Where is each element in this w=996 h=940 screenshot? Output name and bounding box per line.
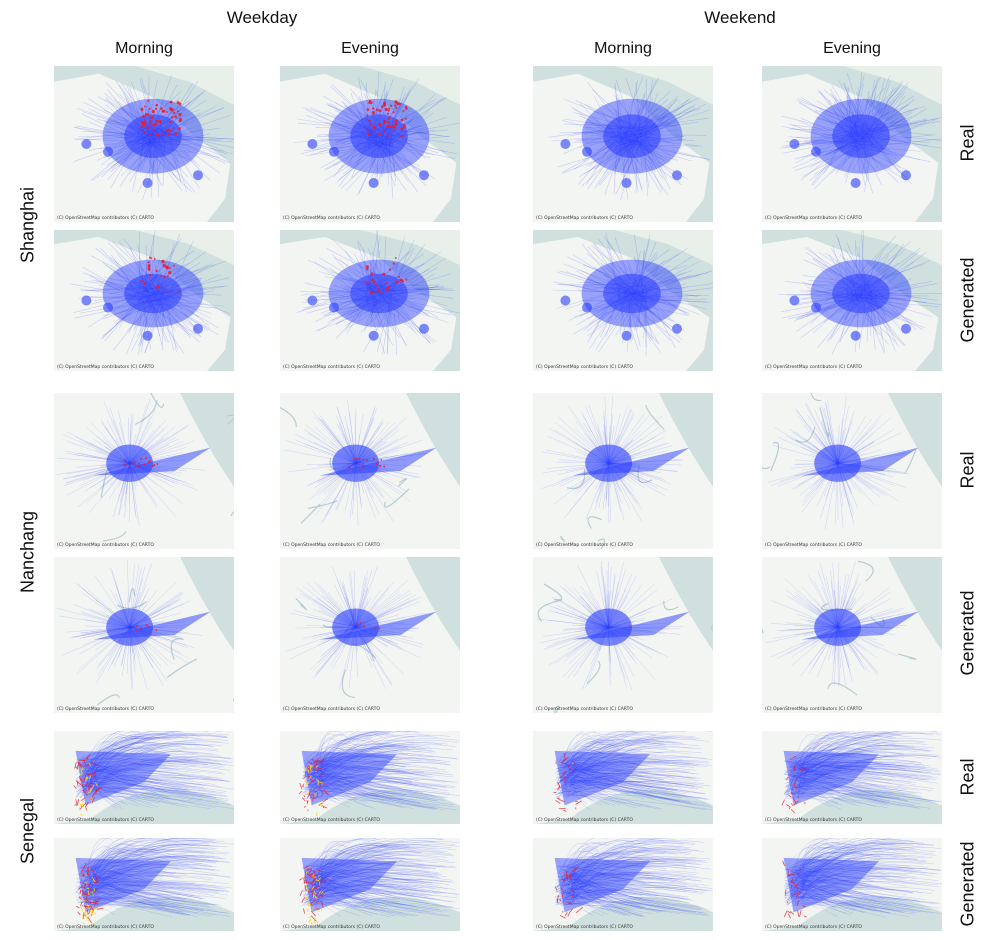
map-attribution: (C) OpenStreetMap contributors (C) CARTO <box>283 216 380 221</box>
row-type-label-shanghai-generated: Generated <box>957 257 978 343</box>
column-header-weekend-evening: Evening <box>823 40 881 57</box>
column-header-weekday-morning: Morning <box>115 40 173 57</box>
map-panel-shanghai-real-weekday-morning: (C) OpenStreetMap contributors (C) CARTO <box>54 66 234 222</box>
flow-map <box>762 838 942 931</box>
row-type-label-nanchang-generated: Generated <box>957 590 978 676</box>
map-attribution: (C) OpenStreetMap contributors (C) CARTO <box>536 365 633 370</box>
map-panel-nanchang-real-weekend-evening: (C) OpenStreetMap contributors (C) CARTO <box>762 393 942 549</box>
map-attribution: (C) OpenStreetMap contributors (C) CARTO <box>57 365 154 370</box>
map-panel-senegal-generated-weekend-morning: (C) OpenStreetMap contributors (C) CARTO <box>533 838 713 931</box>
row-label-nanchang: Nanchang <box>17 510 38 594</box>
flow-map <box>54 230 234 371</box>
map-panel-nanchang-generated-weekday-evening: (C) OpenStreetMap contributors (C) CARTO <box>280 557 460 713</box>
column-header-weekday-evening: Evening <box>341 40 399 57</box>
map-attribution: (C) OpenStreetMap contributors (C) CARTO <box>765 365 862 370</box>
flow-map <box>54 557 234 713</box>
map-panel-senegal-generated-weekday-evening: (C) OpenStreetMap contributors (C) CARTO <box>280 838 460 931</box>
group-header-weekday: Weekday <box>226 8 298 27</box>
row-type-label-senegal-real: Real <box>957 758 978 796</box>
map-panel-senegal-real-weekday-morning: (C) OpenStreetMap contributors (C) CARTO <box>54 731 234 824</box>
map-attribution: (C) OpenStreetMap contributors (C) CARTO <box>765 925 862 930</box>
map-panel-nanchang-generated-weekday-morning: (C) OpenStreetMap contributors (C) CARTO <box>54 557 234 713</box>
flow-map <box>533 66 713 222</box>
flow-map <box>762 557 942 713</box>
map-attribution: (C) OpenStreetMap contributors (C) CARTO <box>765 543 862 548</box>
flow-map <box>533 230 713 371</box>
flow-map <box>54 731 234 824</box>
map-panel-shanghai-real-weekday-evening: (C) OpenStreetMap contributors (C) CARTO <box>280 66 460 222</box>
map-attribution: (C) OpenStreetMap contributors (C) CARTO <box>283 818 380 823</box>
map-attribution: (C) OpenStreetMap contributors (C) CARTO <box>57 818 154 823</box>
map-panel-shanghai-generated-weekday-evening: (C) OpenStreetMap contributors (C) CARTO <box>280 230 460 371</box>
map-attribution: (C) OpenStreetMap contributors (C) CARTO <box>536 818 633 823</box>
flow-map <box>280 838 460 931</box>
row-label-shanghai: Shanghai <box>17 186 38 264</box>
flow-map <box>533 838 713 931</box>
map-attribution: (C) OpenStreetMap contributors (C) CARTO <box>57 925 154 930</box>
row-label-senegal: Senegal <box>17 797 38 865</box>
map-panel-shanghai-generated-weekday-morning: (C) OpenStreetMap contributors (C) CARTO <box>54 230 234 371</box>
map-panel-senegal-real-weekend-evening: (C) OpenStreetMap contributors (C) CARTO <box>762 731 942 824</box>
flow-map <box>533 393 713 549</box>
flow-map <box>762 393 942 549</box>
flow-map <box>54 393 234 549</box>
flow-map <box>533 731 713 824</box>
flow-map <box>280 66 460 222</box>
map-attribution: (C) OpenStreetMap contributors (C) CARTO <box>765 216 862 221</box>
map-panel-senegal-generated-weekend-evening: (C) OpenStreetMap contributors (C) CARTO <box>762 838 942 931</box>
map-panel-senegal-generated-weekday-morning: (C) OpenStreetMap contributors (C) CARTO <box>54 838 234 931</box>
flow-map <box>54 66 234 222</box>
map-attribution: (C) OpenStreetMap contributors (C) CARTO <box>283 925 380 930</box>
flow-map <box>54 838 234 931</box>
flow-map <box>533 557 713 713</box>
map-panel-nanchang-real-weekend-morning: (C) OpenStreetMap contributors (C) CARTO <box>533 393 713 549</box>
map-attribution: (C) OpenStreetMap contributors (C) CARTO <box>57 707 154 712</box>
map-attribution: (C) OpenStreetMap contributors (C) CARTO <box>536 216 633 221</box>
flow-map <box>280 230 460 371</box>
map-attribution: (C) OpenStreetMap contributors (C) CARTO <box>283 543 380 548</box>
row-type-label-senegal-generated: Generated <box>957 841 978 927</box>
map-attribution: (C) OpenStreetMap contributors (C) CARTO <box>765 818 862 823</box>
map-panel-shanghai-real-weekend-morning: (C) OpenStreetMap contributors (C) CARTO <box>533 66 713 222</box>
flow-map <box>762 66 942 222</box>
map-attribution: (C) OpenStreetMap contributors (C) CARTO <box>57 216 154 221</box>
column-header-weekend-morning: Morning <box>594 40 652 57</box>
flow-map <box>762 731 942 824</box>
flow-map <box>280 557 460 713</box>
map-panel-senegal-real-weekday-evening: (C) OpenStreetMap contributors (C) CARTO <box>280 731 460 824</box>
map-panel-nanchang-generated-weekend-evening: (C) OpenStreetMap contributors (C) CARTO <box>762 557 942 713</box>
map-panel-shanghai-generated-weekend-morning: (C) OpenStreetMap contributors (C) CARTO <box>533 230 713 371</box>
map-attribution: (C) OpenStreetMap contributors (C) CARTO <box>536 707 633 712</box>
map-attribution: (C) OpenStreetMap contributors (C) CARTO <box>536 925 633 930</box>
row-type-label-shanghai-real: Real <box>957 124 978 162</box>
flow-map <box>762 230 942 371</box>
map-panel-shanghai-generated-weekend-evening: (C) OpenStreetMap contributors (C) CARTO <box>762 230 942 371</box>
map-attribution: (C) OpenStreetMap contributors (C) CARTO <box>765 707 862 712</box>
map-attribution: (C) OpenStreetMap contributors (C) CARTO <box>283 707 380 712</box>
flow-map <box>280 393 460 549</box>
group-header-weekend: Weekend <box>704 8 776 27</box>
map-panel-nanchang-real-weekday-morning: (C) OpenStreetMap contributors (C) CARTO <box>54 393 234 549</box>
map-panel-nanchang-generated-weekend-morning: (C) OpenStreetMap contributors (C) CARTO <box>533 557 713 713</box>
map-panel-shanghai-real-weekend-evening: (C) OpenStreetMap contributors (C) CARTO <box>762 66 942 222</box>
flow-map <box>280 731 460 824</box>
map-attribution: (C) OpenStreetMap contributors (C) CARTO <box>536 543 633 548</box>
map-attribution: (C) OpenStreetMap contributors (C) CARTO <box>57 543 154 548</box>
map-attribution: (C) OpenStreetMap contributors (C) CARTO <box>283 365 380 370</box>
map-panel-senegal-real-weekend-morning: (C) OpenStreetMap contributors (C) CARTO <box>533 731 713 824</box>
row-type-label-nanchang-real: Real <box>957 451 978 489</box>
map-panel-nanchang-real-weekday-evening: (C) OpenStreetMap contributors (C) CARTO <box>280 393 460 549</box>
